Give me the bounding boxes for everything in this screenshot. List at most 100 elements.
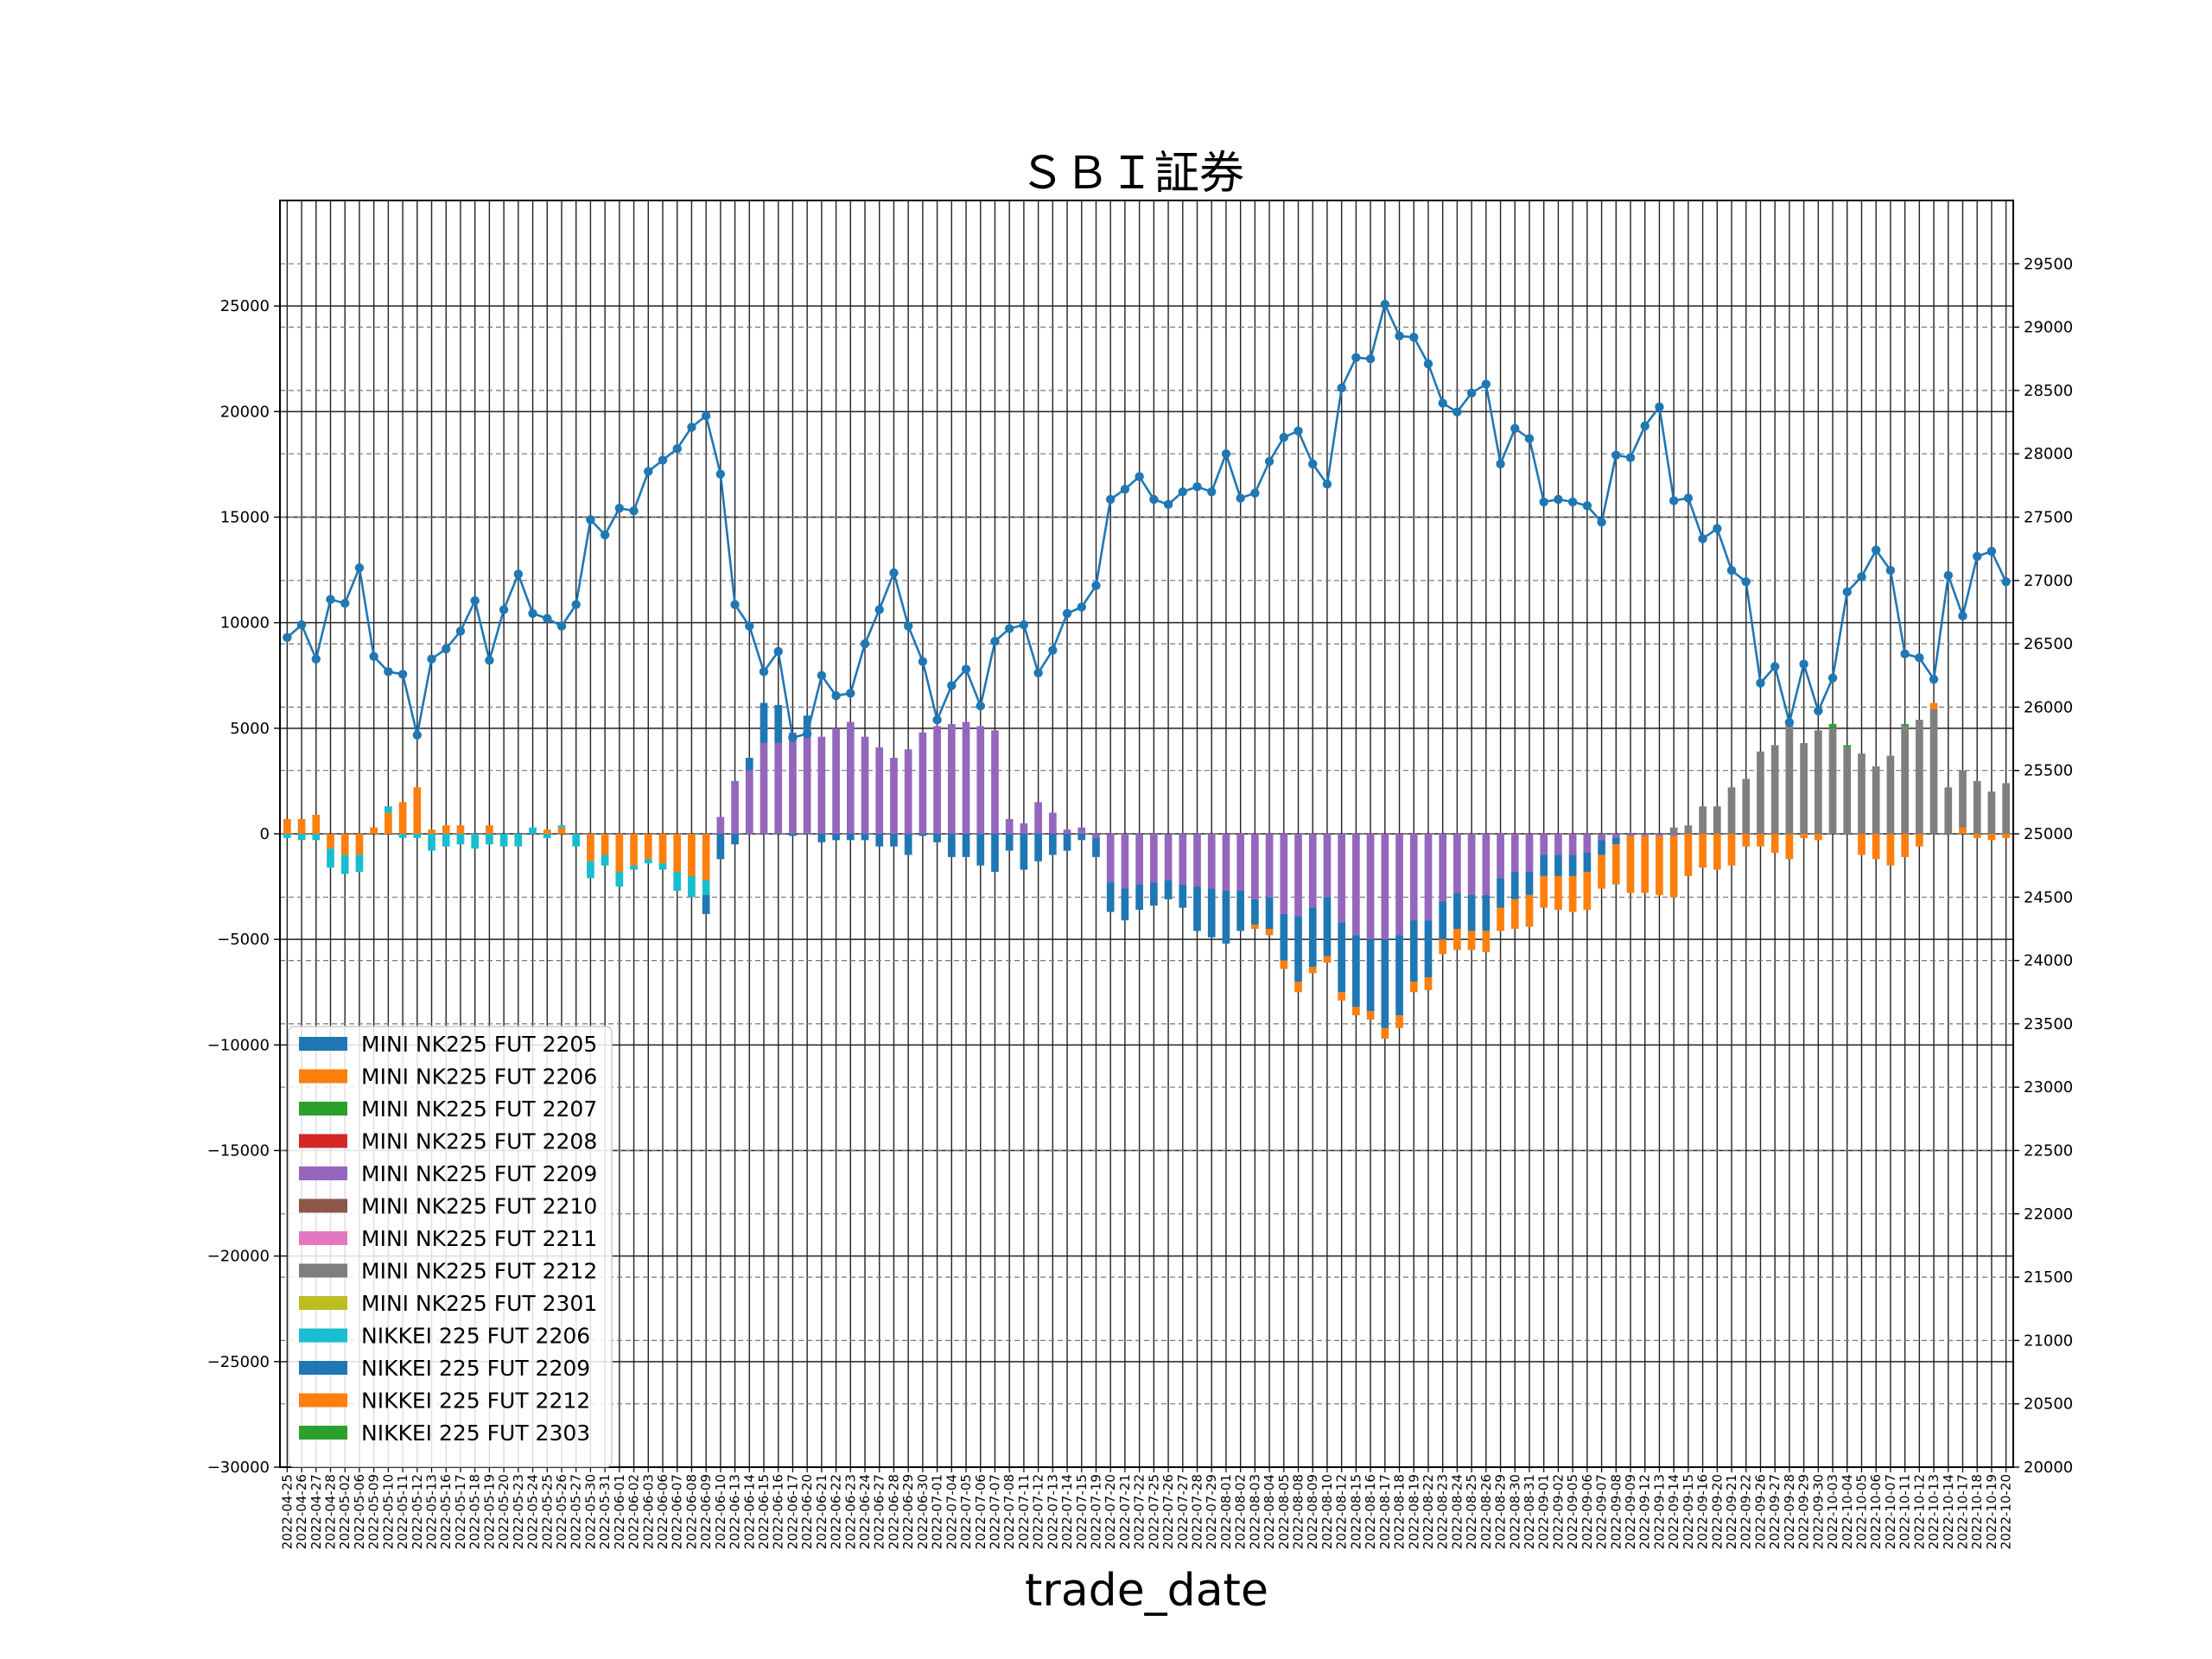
price-point <box>283 632 292 642</box>
x-tick-label: 2022-06-21 <box>814 1474 830 1549</box>
bar-n2209 <box>1294 916 1302 982</box>
bar-m2212 <box>1872 766 1880 834</box>
price-point <box>687 423 696 432</box>
price-point <box>586 515 595 524</box>
bar-n2206 <box>340 855 349 874</box>
bar-m2206 <box>456 825 465 834</box>
bar-m2209 <box>1236 834 1245 891</box>
bar-n2303 <box>1901 723 1909 727</box>
bar-n2212 <box>1554 875 1562 910</box>
legend-label: MINI NK225 FUT 2210 <box>361 1194 597 1219</box>
bar-n2209 <box>846 834 855 841</box>
bar-n2212 <box>1453 928 1461 950</box>
legend-swatch <box>299 1296 347 1310</box>
x-axis-label: trade_date <box>1025 1565 1268 1617</box>
bar-n2209 <box>861 834 869 841</box>
bar-m2209 <box>1251 834 1259 899</box>
bar-n2209 <box>1265 897 1274 929</box>
price-point <box>1524 434 1535 443</box>
y-tick-label: −5000 <box>217 931 270 949</box>
price-point <box>1842 587 1852 597</box>
price-point <box>485 655 494 665</box>
price-point <box>600 530 610 540</box>
price-point <box>326 594 335 604</box>
x-tick-label: 2022-09-09 <box>1623 1474 1638 1549</box>
price-point <box>1683 493 1694 503</box>
x-tick-label: 2022-08-18 <box>1392 1474 1408 1549</box>
x-tick-label: 2022-08-17 <box>1377 1474 1393 1549</box>
bar-m2209 <box>1510 834 1519 872</box>
bar-m2209 <box>1611 834 1620 838</box>
bar-m2209 <box>1669 834 1678 836</box>
price-point <box>1554 494 1563 505</box>
bar-m2206 <box>428 830 435 834</box>
x-tick-label: 2022-09-30 <box>1810 1474 1826 1549</box>
price-point <box>846 689 855 698</box>
price-point <box>1337 383 1346 393</box>
price-point <box>1885 565 1896 575</box>
price-point <box>1178 486 1187 497</box>
price-point <box>1221 449 1231 459</box>
bar-m2212 <box>1929 709 1938 834</box>
bar-n2212 <box>1366 1011 1375 1020</box>
bar-n2209 <box>760 702 768 743</box>
price-point <box>759 667 769 677</box>
bar-n2303 <box>1843 745 1852 747</box>
price-point <box>1481 379 1491 389</box>
price-point <box>1409 333 1419 342</box>
bar-m2209 <box>1164 834 1173 880</box>
x-tick-label: 2022-07-21 <box>1117 1474 1133 1549</box>
price-point <box>1120 485 1130 494</box>
bar-n2209 <box>1236 890 1245 931</box>
x-tick-label: 2022-06-13 <box>728 1474 743 1549</box>
legend-label: MINI NK225 FUT 2212 <box>361 1259 597 1284</box>
bar-n2206 <box>644 859 652 864</box>
bar-m2206 <box>385 812 392 834</box>
bar-m2206 <box>283 818 291 834</box>
x-tick-label: 2022-06-28 <box>886 1474 901 1549</box>
bar-n2209 <box>1395 935 1403 1016</box>
x-tick-label: 2022-07-25 <box>1146 1474 1161 1549</box>
bar-n2209 <box>1135 884 1143 910</box>
price-point <box>1713 524 1722 533</box>
x-tick-label: 2022-07-15 <box>1074 1474 1090 1549</box>
legend-label: NIKKEI 225 FUT 2212 <box>361 1389 590 1414</box>
bar-m2209 <box>1554 834 1562 855</box>
bar-n2212 <box>1742 834 1751 847</box>
bar-m2206 <box>312 815 321 834</box>
y2-tick-label: 24000 <box>2024 952 2073 970</box>
x-tick-label: 2022-07-19 <box>1088 1474 1103 1549</box>
bar-m2209 <box>1482 834 1491 895</box>
bar-n2209 <box>1164 880 1173 899</box>
x-tick-label: 2022-09-02 <box>1550 1474 1566 1549</box>
y2-tick-label: 29000 <box>2024 319 2073 337</box>
x-tick-label: 2022-08-22 <box>1421 1474 1436 1549</box>
bar-m2206 <box>355 834 364 855</box>
x-tick-label: 2022-05-24 <box>525 1474 541 1549</box>
x-tick-label: 2022-10-13 <box>1926 1474 1942 1549</box>
bar-n2212 <box>1308 966 1317 974</box>
x-tick-label: 2022-06-15 <box>756 1474 772 1549</box>
legend-label: MINI NK225 FUT 2208 <box>361 1129 597 1154</box>
bar-n2212 <box>1467 931 1476 950</box>
bar-n2209 <box>1077 834 1086 841</box>
x-tick-label: 2022-04-26 <box>294 1474 309 1549</box>
price-point <box>701 411 711 421</box>
bar-n2212 <box>1294 982 1302 993</box>
bar-n2209 <box>1554 855 1562 876</box>
bar-m2209 <box>1280 834 1288 914</box>
y-tick-label: −15000 <box>207 1142 270 1160</box>
x-axis: 2022-04-252022-04-262022-04-272022-04-28… <box>279 1467 2014 1549</box>
bar-m2209 <box>1366 834 1375 940</box>
bar-m2209 <box>1598 834 1605 841</box>
x-tick-label: 2022-10-20 <box>1999 1474 2014 1549</box>
price-point <box>1640 421 1649 431</box>
x-tick-label: 2022-09-13 <box>1651 1474 1667 1549</box>
y2-tick-label: 25000 <box>2024 825 2073 843</box>
price-point <box>860 639 870 649</box>
x-tick-label: 2022-07-14 <box>1059 1474 1075 1549</box>
bar-m2209 <box>1308 834 1317 908</box>
x-tick-label: 2022-05-31 <box>597 1474 613 1549</box>
price-point <box>1510 423 1520 434</box>
x-tick-label: 2022-07-13 <box>1045 1474 1060 1549</box>
